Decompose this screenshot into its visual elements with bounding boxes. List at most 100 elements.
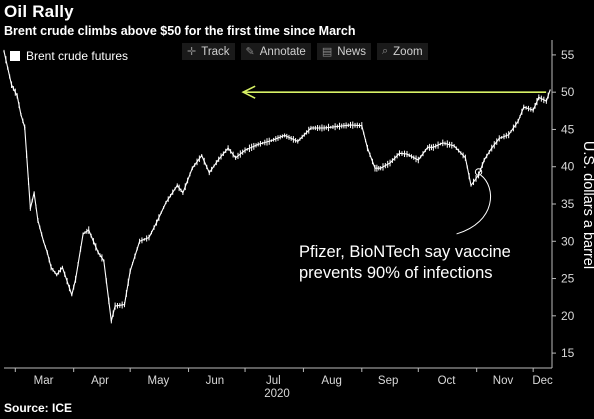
data-point — [88, 229, 90, 231]
x-axis-year-label: 2020 — [264, 388, 290, 400]
data-point — [297, 140, 299, 142]
crosshair-icon: ✛ — [187, 46, 197, 58]
source-note: Source: ICE — [4, 401, 73, 415]
data-point — [33, 192, 35, 194]
data-point — [310, 127, 312, 129]
zoom-button[interactable]: ⌕ Zoom — [376, 43, 428, 60]
data-point — [7, 67, 9, 69]
data-point — [538, 96, 540, 98]
data-point — [398, 152, 401, 154]
data-point — [257, 143, 259, 145]
data-point — [442, 142, 444, 144]
data-point — [464, 157, 466, 159]
data-point — [389, 162, 391, 164]
series-ticks — [3, 49, 549, 324]
data-point — [218, 158, 220, 160]
data-point — [532, 109, 534, 111]
legend-label: Brent crude futures — [26, 49, 129, 63]
data-point — [20, 113, 22, 116]
data-point — [82, 233, 84, 235]
threshold-arrow-head — [241, 85, 256, 99]
data-point — [61, 266, 63, 268]
y-tick-label: 45 — [561, 122, 575, 136]
data-point — [235, 157, 237, 159]
data-point — [10, 84, 13, 86]
data-point — [336, 125, 338, 128]
data-point — [3, 50, 5, 52]
annotation-text-line-2: prevents 90% of infections — [299, 264, 493, 282]
chart-legend[interactable]: Brent crude futures — [10, 49, 128, 63]
zoom-label: Zoom — [393, 45, 423, 58]
chart-subtitle: Brent crude climbs above $50 for the fir… — [4, 24, 356, 38]
data-point — [483, 159, 485, 161]
data-point — [323, 127, 325, 129]
y-tick-label: 50 — [561, 85, 575, 99]
x-tick-label: Mar — [34, 375, 54, 387]
data-point — [349, 124, 352, 126]
chart-title: Oil Rally — [4, 2, 74, 21]
data-point — [103, 260, 105, 262]
data-point — [498, 137, 500, 139]
data-point — [477, 174, 480, 176]
zoom-icon: ⌕ — [381, 45, 389, 57]
data-point — [208, 172, 210, 174]
legend-swatch — [10, 51, 20, 61]
data-point — [244, 149, 246, 151]
x-tick-label: Nov — [493, 375, 514, 387]
y-tick-label: 25 — [561, 272, 575, 286]
data-point — [427, 146, 429, 148]
annotation-marker — [474, 168, 483, 176]
data-point — [374, 167, 376, 169]
data-point — [545, 100, 547, 102]
data-point — [508, 134, 510, 136]
data-point — [176, 184, 178, 186]
data-point — [491, 147, 493, 149]
data-point — [46, 251, 48, 254]
data-point — [114, 305, 116, 307]
news-icon: ▤ — [321, 46, 333, 58]
data-point — [42, 240, 45, 242]
data-point — [74, 278, 77, 280]
data-point — [182, 192, 184, 194]
data-point — [191, 167, 193, 169]
data-point — [201, 154, 203, 157]
data-point — [549, 89, 551, 91]
annotation-leader — [456, 174, 492, 235]
annotate-button[interactable]: ✎ Annotate — [240, 43, 311, 60]
annotation-text-line-1: Pfizer, BioNTech say vaccine — [299, 243, 511, 261]
data-point — [432, 146, 434, 148]
data-point — [523, 106, 525, 108]
track-label: Track — [201, 45, 230, 58]
x-tick-label: Jul — [266, 375, 281, 387]
data-point — [283, 134, 286, 137]
data-point — [470, 184, 472, 186]
data-point — [56, 274, 58, 276]
data-point — [29, 207, 31, 210]
data-point — [361, 125, 363, 127]
y-tick-label: 30 — [561, 234, 575, 248]
x-tick-label: May — [148, 375, 170, 387]
pencil-icon: ✎ — [245, 46, 255, 58]
data-point — [129, 270, 131, 272]
data-point — [110, 320, 112, 322]
data-point — [517, 120, 519, 122]
data-point — [37, 219, 39, 221]
data-point — [227, 147, 229, 149]
data-point — [417, 159, 419, 161]
news-button[interactable]: ▤ News — [316, 43, 371, 60]
annotate-label: Annotate — [259, 45, 306, 58]
y-tick-label: 35 — [561, 197, 575, 211]
series-line — [3, 51, 551, 322]
track-button[interactable]: ✛ Track — [182, 43, 235, 60]
data-point — [406, 153, 408, 155]
y-tick-label: 55 — [561, 48, 575, 62]
news-label: News — [337, 45, 366, 58]
x-tick-label: Jun — [206, 375, 225, 387]
data-point — [155, 222, 158, 224]
data-point — [453, 145, 455, 147]
y-tick-label: 15 — [561, 346, 575, 360]
y-tick-label: 40 — [561, 160, 575, 174]
x-tick-label: Dec — [532, 375, 553, 387]
data-point — [165, 201, 167, 204]
x-tick-label: Sep — [378, 375, 398, 387]
